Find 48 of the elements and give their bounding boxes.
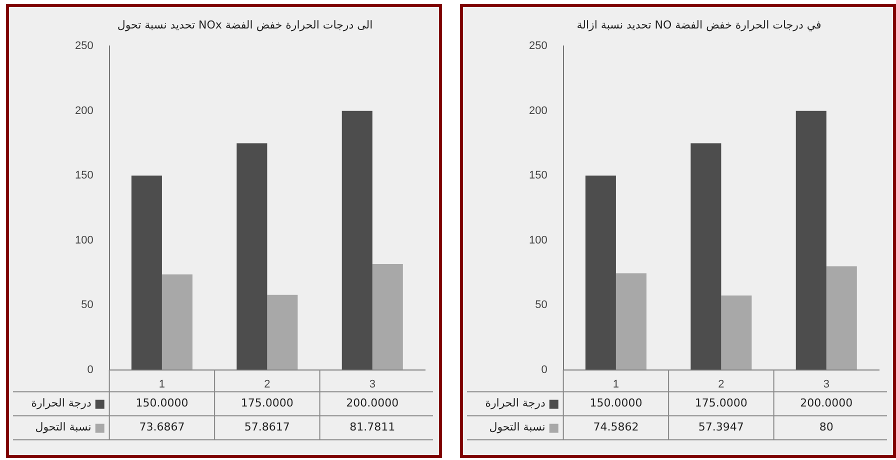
y-tick-label: 200 — [74, 104, 94, 117]
y-tick-label: 150 — [74, 170, 94, 182]
x-tick-label: 3 — [369, 378, 376, 390]
bar — [616, 273, 646, 370]
data-label: 150.0000 — [590, 396, 642, 410]
bar — [585, 176, 616, 370]
data-label: 73.6867 — [139, 420, 185, 434]
x-tick-label: 2 — [264, 378, 270, 390]
data-label: 200.0000 — [800, 396, 853, 410]
data-label: 74.5862 — [593, 420, 639, 434]
y-tick-label: 0 — [541, 364, 548, 376]
chart-title: تحديد نسبة ازالة NO في درجات الحرارة خفض الفضة — [576, 18, 822, 32]
y-tick-label: 250 — [528, 40, 548, 52]
legend-label: نسبة التحول — [35, 420, 92, 434]
y-tick-label: 0 — [87, 364, 94, 376]
data-label: 81.7811 — [350, 420, 396, 434]
x-tick-label: 1 — [158, 378, 166, 390]
y-tick-label: 50 — [535, 299, 548, 312]
y-tick-label: 150 — [528, 170, 548, 182]
bar — [342, 110, 372, 370]
bar — [690, 143, 722, 370]
bar — [162, 274, 192, 370]
data-label: 175.0000 — [240, 396, 294, 410]
data-label: 57.8617 — [244, 420, 290, 434]
x-tick-label: 2 — [718, 378, 724, 390]
bar — [236, 143, 268, 370]
bar — [131, 176, 162, 370]
bar — [796, 110, 826, 370]
y-tick-label: 100 — [74, 234, 94, 246]
y-tick-label: 50 — [81, 299, 94, 312]
legend-label: درجة الحرارة — [31, 396, 92, 410]
data-label: 80 — [819, 420, 834, 434]
legend-label: نسبة التحول — [489, 420, 546, 434]
y-tick-label: 250 — [74, 40, 94, 52]
bar — [721, 296, 752, 370]
y-tick-label: 100 — [528, 234, 548, 246]
legend-label: درجة الحرارة — [485, 396, 546, 410]
data-label: 57.3947 — [698, 420, 744, 434]
data-label: 200.0000 — [346, 396, 399, 410]
y-tick-label: 200 — [528, 104, 548, 117]
bar — [372, 264, 403, 370]
x-tick-label: 1 — [612, 378, 620, 390]
bar — [267, 294, 298, 370]
data-label: 150.0000 — [136, 396, 188, 410]
x-tick-label: 3 — [823, 378, 830, 390]
bar — [826, 266, 857, 370]
data-label: 175.0000 — [694, 396, 748, 410]
chart-title: تحديد نسبة تحول NOx الى درجات الحرارة خفض الفضة — [117, 18, 373, 32]
